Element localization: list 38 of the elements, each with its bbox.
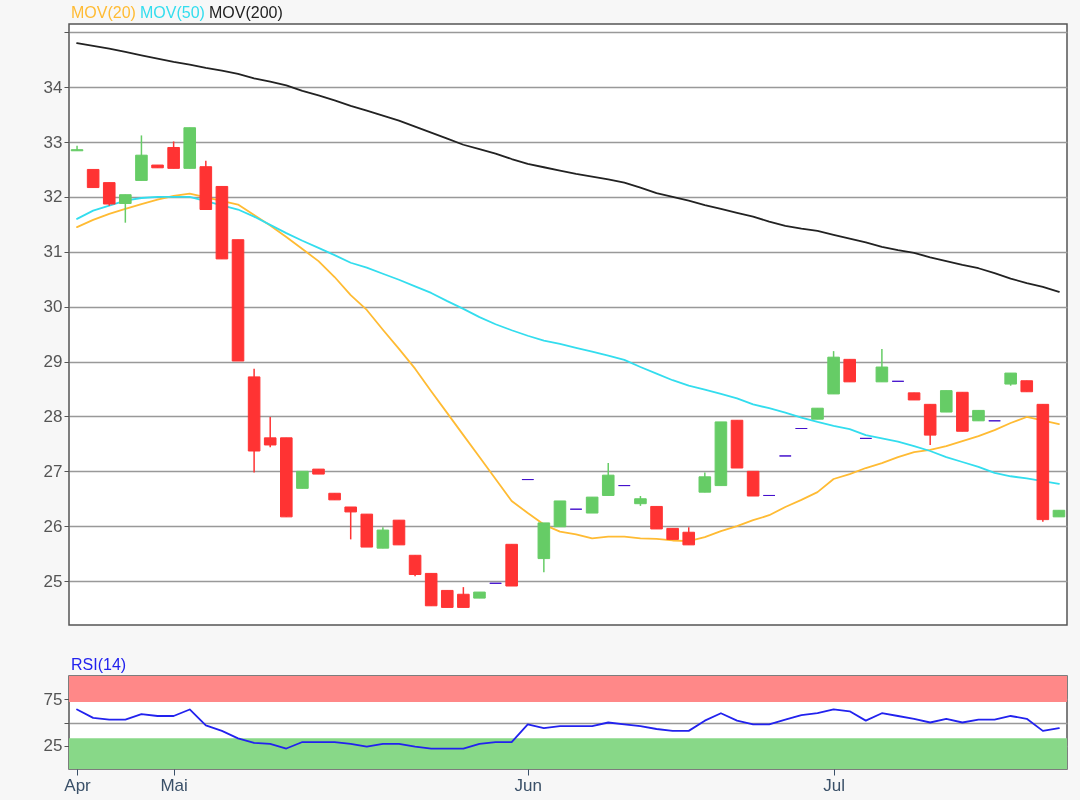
y-tick-label: 34: [43, 77, 63, 97]
y-tick-label: 32: [43, 187, 63, 207]
y-tick-label: 28: [43, 406, 63, 426]
x-tick-label: Jul: [823, 775, 845, 795]
line-series: [76, 42, 1060, 293]
line-series: [76, 708, 1060, 750]
y-tick-label: 25: [43, 571, 63, 591]
candlestick: [167, 140, 180, 170]
candlestick: [939, 390, 953, 413]
candlestick: [263, 416, 277, 448]
candlestick: [86, 168, 100, 189]
text: MOV(200): [209, 4, 283, 21]
y-tick-label: 25: [43, 736, 63, 756]
candlestick: [650, 505, 663, 530]
y-tick-label: 26: [43, 516, 63, 536]
candlestick: [875, 348, 889, 383]
candlestick: [843, 358, 856, 383]
line-series: [76, 195, 1060, 485]
y-tick-label: 75: [43, 689, 63, 709]
text: MOV(50): [140, 4, 205, 21]
y-tick-label: 29: [43, 352, 63, 372]
x-tick-label: Apr: [64, 775, 92, 795]
candlestick: [601, 462, 615, 497]
candlestick: [119, 193, 132, 224]
text: RSI(14): [71, 656, 127, 673]
candlestick: [344, 506, 357, 541]
y-tick-label: 33: [43, 132, 63, 152]
y-tick-label: 30: [43, 297, 63, 317]
candlestick: [698, 471, 712, 493]
candlestick: [457, 586, 470, 609]
candlestick: [408, 554, 422, 577]
y-tick-label: 31: [43, 242, 63, 262]
y-tick-label: 27: [43, 461, 63, 481]
candlestick: [102, 181, 116, 207]
x-tick-label: Jun: [514, 775, 542, 795]
candlestick: [376, 526, 390, 549]
x-tick-label: Mai: [160, 775, 188, 795]
text: MOV(20): [71, 4, 136, 21]
